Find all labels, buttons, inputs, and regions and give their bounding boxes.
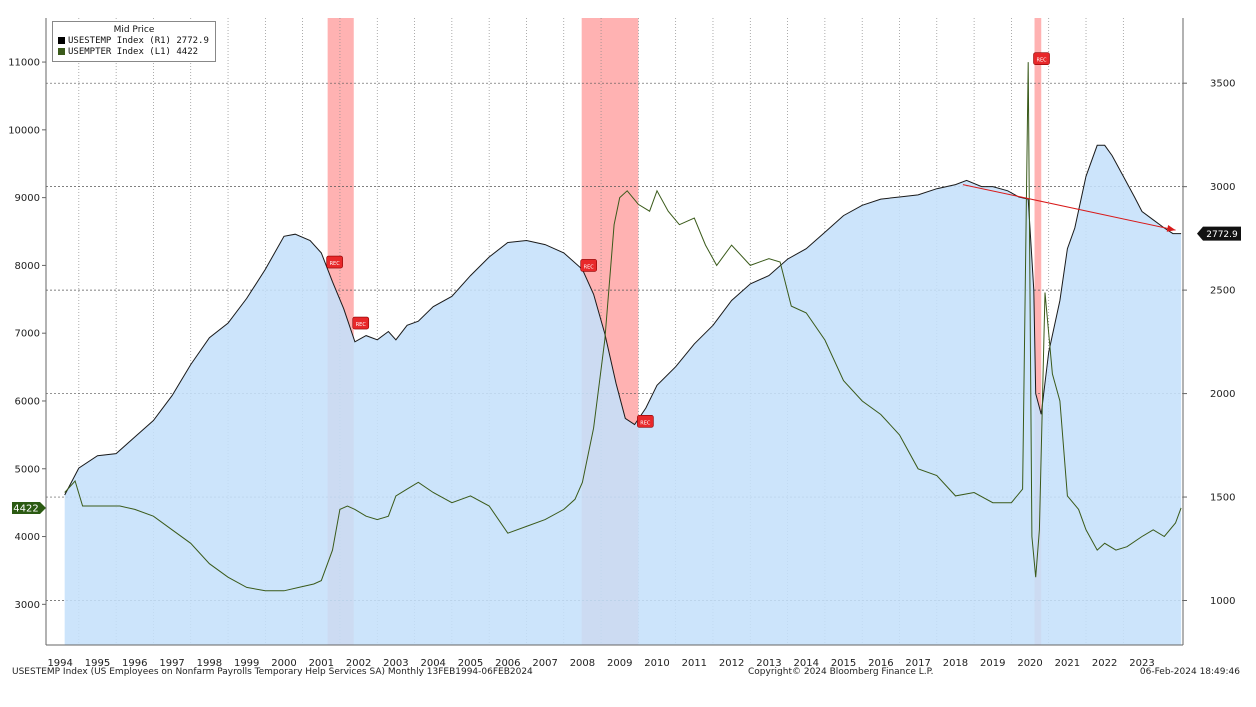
- x-tick-label: 2004: [420, 658, 445, 669]
- temp-help-employees-area: [64, 144, 1182, 646]
- right-tick-label: 1500: [1210, 493, 1235, 504]
- x-tick-label: 2008: [570, 658, 595, 669]
- x-tick-label: 2020: [1017, 658, 1042, 669]
- recession-marker-label: REC: [640, 420, 651, 426]
- x-tick-label: 2002: [346, 658, 371, 669]
- legend-label-usestemp: USESTEMP Index (R1) 2772.9: [68, 35, 209, 46]
- x-tick-label: 1994: [47, 658, 72, 669]
- right-tick-label: 2000: [1210, 389, 1235, 400]
- legend-swatch-usempter: [58, 48, 65, 55]
- footer-source: USESTEMP Index (US Employees on Nonfarm …: [12, 667, 533, 677]
- trend-arrow-line: [962, 184, 1176, 231]
- last-value-badges: 4422 2772.9: [12, 226, 1241, 514]
- right-last-value-badge: [1197, 226, 1241, 241]
- x-tick-label: 2021: [1055, 658, 1080, 669]
- x-tick-label: 2014: [794, 658, 819, 669]
- legend-title: Mid Price: [113, 25, 155, 35]
- x-tick-label: 2017: [905, 658, 930, 669]
- recession-marker-label: REC: [356, 322, 367, 328]
- left-last-value-badge: [12, 501, 46, 514]
- area-fill: [64, 145, 1182, 646]
- x-tick-label: 2019: [980, 658, 1005, 669]
- x-tick-label: 2005: [458, 658, 483, 669]
- left-tick-label: 5000: [15, 464, 40, 475]
- x-tick-label: 2016: [868, 658, 893, 669]
- x-tick-label: 2015: [831, 658, 856, 669]
- right-axis-ticks: 1000 1500 2000 2500 3000 3500: [1183, 79, 1235, 607]
- left-tick-label: 11000: [8, 58, 40, 69]
- legend-swatch-usestemp: [58, 37, 65, 44]
- x-tick-label: 1997: [159, 658, 184, 669]
- x-tick-label: 1996: [122, 658, 147, 669]
- left-last-value-label: 4422: [13, 503, 38, 514]
- x-tick-label: 2003: [383, 658, 408, 669]
- x-tick-label: 2012: [719, 658, 744, 669]
- recession-marker: [1033, 52, 1050, 65]
- recession-marker: [326, 255, 343, 269]
- left-tick-label: 4000: [15, 532, 40, 543]
- left-tick-label: 7000: [15, 329, 40, 340]
- x-tick-label: 2022: [1092, 658, 1117, 669]
- left-tick-label: 6000: [15, 396, 40, 407]
- left-tick-label: 3000: [15, 600, 40, 611]
- x-tick-label: 2010: [644, 658, 669, 669]
- x-tick-label: 2013: [756, 658, 781, 669]
- footer-copyright: Copyright© 2024 Bloomberg Finance L.P.: [748, 667, 934, 677]
- axes: [45, 18, 1184, 646]
- trend-arrow-head: [1166, 224, 1176, 232]
- left-tick-label: 9000: [15, 193, 40, 204]
- x-tick-label: 2018: [943, 658, 968, 669]
- x-tick-label: 2006: [495, 658, 520, 669]
- x-tick-label: 2009: [607, 658, 632, 669]
- right-tick-label: 1000: [1210, 596, 1235, 607]
- right-tick-label: 2500: [1210, 286, 1235, 297]
- right-tick-label: 3000: [1210, 182, 1235, 193]
- x-tick-label: 1998: [197, 658, 222, 669]
- recession-marker: [352, 316, 370, 330]
- x-tick-label: 2000: [271, 658, 296, 669]
- legend-entry-usestemp: USESTEMP Index (R1) 2772.9: [58, 35, 215, 46]
- left-axis-ticks: 3000 4000 5000 6000 7000 8000 9000 10000 11000: [8, 58, 46, 611]
- right-tick-label: 3500: [1210, 79, 1235, 90]
- recession-marker-label: REC: [1036, 58, 1047, 64]
- left-tick-label: 10000: [8, 125, 40, 136]
- area-outline: [64, 144, 1182, 496]
- recession-band: [1034, 18, 1042, 645]
- x-tick-label: 2007: [532, 658, 557, 669]
- recession-marker: [580, 259, 597, 272]
- footer-timestamp: 06-Feb-2024 18:49:46: [1139, 667, 1240, 677]
- temp-help-share-line: [64, 62, 1182, 592]
- recession-marker-label: REC: [330, 261, 341, 267]
- legend: Mid Price USESTEMP Index (R1) 2772.9 USE…: [52, 21, 216, 62]
- recession-marker: [637, 415, 654, 428]
- x-axis-ticks: 1994 1995 1996 1997 1998 1999 2000 2001 2002 2003…: [47, 658, 1154, 669]
- legend-label-usempter: USEMPTER Index (L1) 4422: [68, 46, 199, 57]
- x-tick-label: 2001: [309, 658, 334, 669]
- x-tick-label: 2011: [682, 658, 707, 669]
- legend-entry-usempter: USEMPTER Index (L1) 4422: [58, 46, 215, 57]
- line-path: [64, 62, 1182, 592]
- x-tick-label: 2023: [1129, 658, 1154, 669]
- recession-markers: REC REC REC REC REC: [326, 52, 1050, 428]
- x-tick-label: 1999: [234, 658, 259, 669]
- trend-arrow: [962, 184, 1176, 232]
- x-tick-label: 1995: [85, 658, 110, 669]
- left-tick-label: 8000: [15, 261, 40, 272]
- right-last-value-label: 2772.9: [1206, 230, 1238, 240]
- recession-marker-label: REC: [584, 264, 595, 270]
